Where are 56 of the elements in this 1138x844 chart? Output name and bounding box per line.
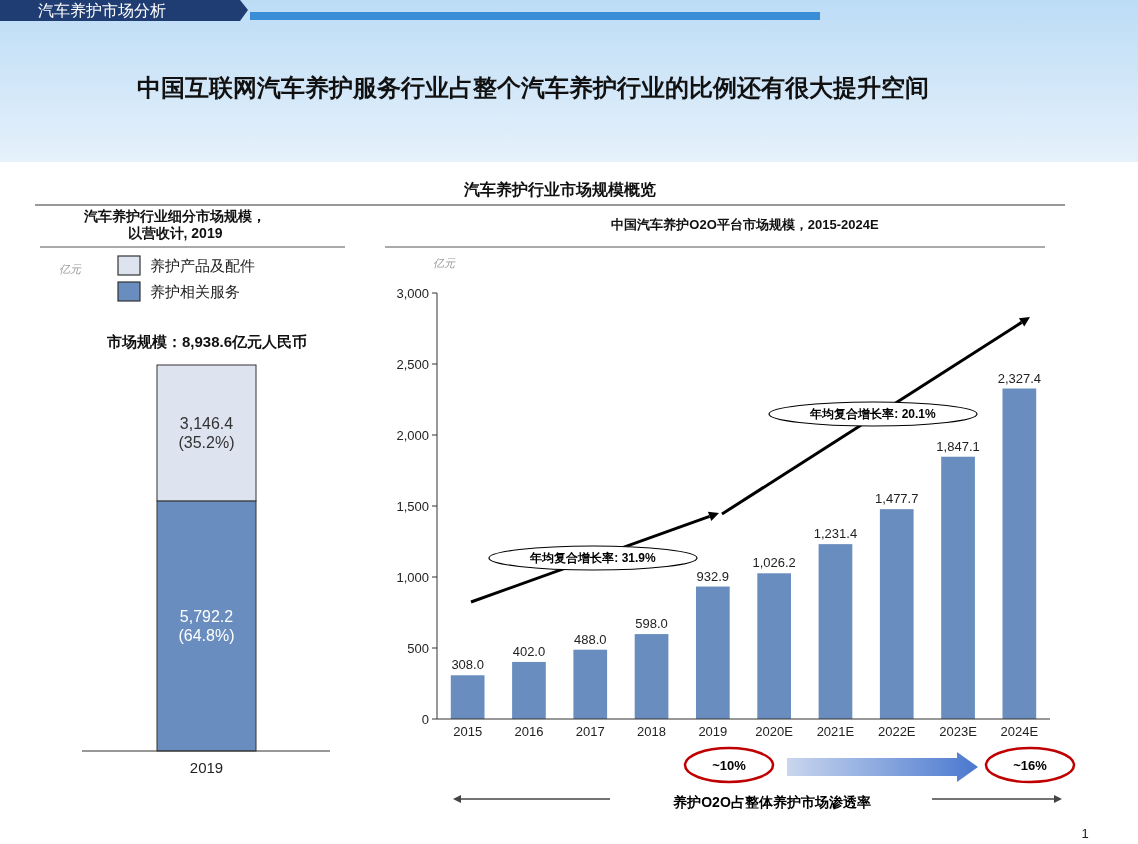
y-tick-label: 1,500 xyxy=(396,498,429,514)
data-label: 488.0 xyxy=(573,631,607,647)
text: 汽车养护行业市场规模概览 xyxy=(463,180,656,198)
x-tick-label: 2018 xyxy=(637,724,667,739)
y-tick-label: 2,500 xyxy=(396,356,429,372)
bar xyxy=(818,544,853,719)
data-label: 2,327.4 xyxy=(997,370,1042,386)
bar xyxy=(941,456,975,719)
data-label: 5,792.2 (64.8%) xyxy=(178,607,235,645)
text: 市场规模：8,938.6亿元人民币 xyxy=(105,333,308,350)
bar xyxy=(634,634,669,719)
text: 中国互联网汽车养护服务行业占整个汽车养护行业的比例还有很大提升空间 xyxy=(137,74,929,101)
text: 汽车养护市场分析 xyxy=(38,2,166,19)
x-tick-label: 2021E xyxy=(816,724,855,739)
legend-label: 养护相关服务 xyxy=(150,283,240,301)
data-label: 932.9 xyxy=(696,568,730,584)
x-tick-label: 2020E xyxy=(755,724,794,739)
y-axis-title: 亿元 xyxy=(59,263,82,275)
data-label: 3,146.4 (35.2%) xyxy=(178,414,235,452)
bar xyxy=(450,675,485,719)
data-label: 1,847.1 xyxy=(936,438,980,454)
x-tick-label: 2015 xyxy=(453,724,483,739)
x-tick-label: 2017 xyxy=(575,724,605,739)
text: ~16% xyxy=(1013,757,1048,773)
y-tick-label: 500 xyxy=(407,640,429,656)
annotation: 年均复合增长率: 20.1% xyxy=(809,407,937,422)
data-label: 402.0 xyxy=(512,643,546,659)
legend-label: 养护产品及配件 xyxy=(150,257,255,275)
bar xyxy=(1002,388,1037,719)
text: 1 xyxy=(1081,826,1089,841)
y-axis-title: 亿元 xyxy=(433,257,456,269)
y-tick-label: 0 xyxy=(421,711,429,727)
bar xyxy=(512,661,546,719)
x-tick-label: 2022E xyxy=(877,724,916,739)
data-label: 1,026.2 xyxy=(752,555,796,571)
data-label: 308.0 xyxy=(451,657,484,673)
y-tick-label: 1,000 xyxy=(396,569,429,585)
chart-title: 汽车养护行业细分市场规模，以营收计, 2019 xyxy=(83,208,266,241)
x-tick-label: 2019 xyxy=(698,724,728,739)
annotation: 年均复合增长率: 31.9% xyxy=(529,551,657,566)
chart-title: 中国汽车养护O2O平台市场规模，2015-2024E xyxy=(611,217,879,232)
data-label: 598.0 xyxy=(635,616,668,632)
data-label: 1,231.4 xyxy=(813,526,858,542)
x-tick-label: 2023E xyxy=(939,724,978,739)
y-tick-label: 2,000 xyxy=(396,427,429,443)
x-tick-label: 2019 xyxy=(189,759,224,776)
x-tick-label: 2024E xyxy=(1000,724,1039,739)
bar xyxy=(573,649,608,719)
x-tick-label: 2016 xyxy=(514,724,544,739)
data-label: 1,477.7 xyxy=(875,491,919,507)
bar xyxy=(757,573,792,719)
text: ~10% xyxy=(712,757,747,773)
bar xyxy=(879,509,914,719)
bar xyxy=(695,586,730,719)
text: 养护O2O占整体养护市场渗透率 xyxy=(672,794,871,810)
y-tick-label: 3,000 xyxy=(396,285,429,301)
